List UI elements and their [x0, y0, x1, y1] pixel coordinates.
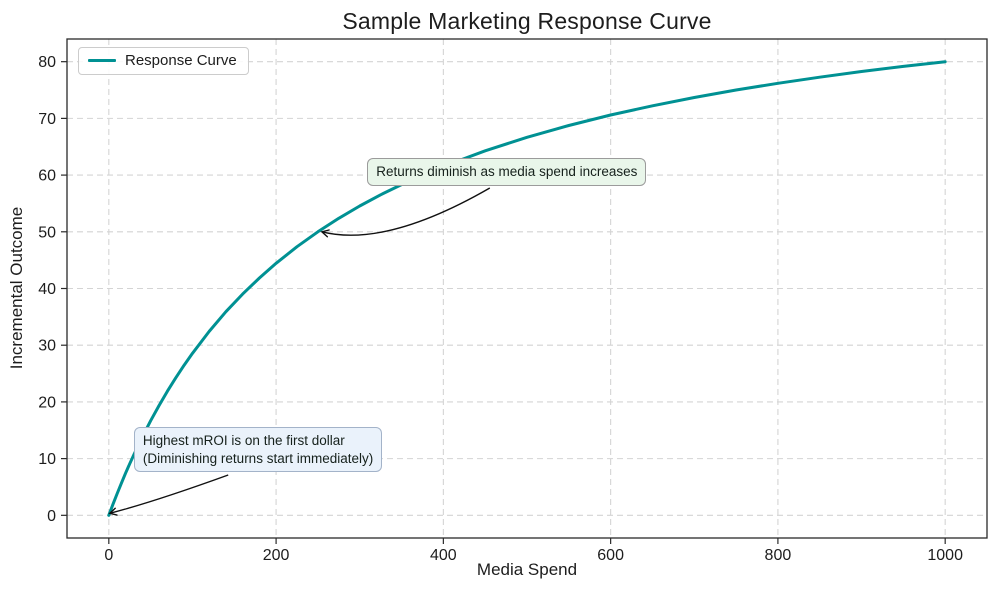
x-axis-label: Media Spend — [476, 560, 578, 579]
x-tick-label: 200 — [263, 547, 290, 564]
annotation-arrow — [320, 187, 491, 238]
annotation-highest-mroi: Highest mROI is on the first dollar (Dim… — [133, 426, 383, 473]
y-tick-label: 70 — [38, 111, 56, 128]
x-tick-label: 800 — [765, 547, 792, 564]
y-tick-label: 30 — [38, 338, 56, 355]
y-tick-label: 40 — [38, 281, 56, 298]
x-tick-label: 600 — [597, 547, 624, 564]
annotation-arrow — [108, 474, 229, 516]
x-tick-label: 1000 — [927, 547, 963, 564]
x-tick-label: 400 — [430, 547, 457, 564]
chart-title: Sample Marketing Response Curve — [342, 8, 712, 34]
legend-label: Response Curve — [125, 52, 237, 69]
y-tick-label: 20 — [38, 394, 56, 411]
y-tick-label: 60 — [38, 168, 56, 185]
x-tick-label: 0 — [104, 547, 113, 564]
y-tick-label: 0 — [47, 508, 56, 525]
y-axis-label: Incremental Outcome — [7, 206, 26, 370]
y-tick-label: 10 — [38, 451, 56, 468]
y-tick-label: 80 — [38, 54, 56, 71]
legend: Response Curve — [78, 47, 249, 75]
y-tick-label: 50 — [38, 224, 56, 241]
annotation-diminishing-returns: Returns diminish as media spend increase… — [367, 158, 647, 186]
plot-spines — [66, 38, 988, 539]
legend-line-sample — [88, 58, 116, 63]
